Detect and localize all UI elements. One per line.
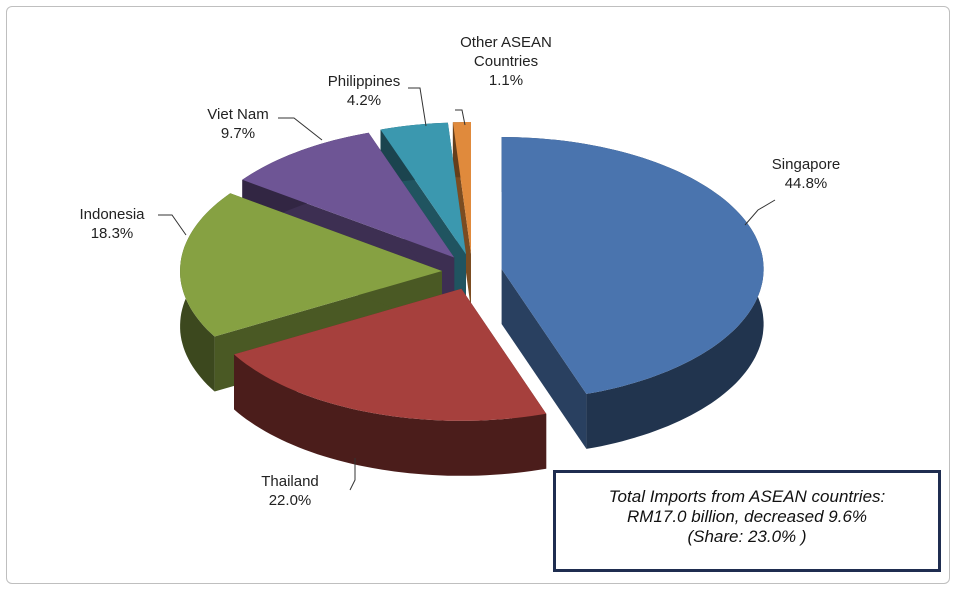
- leader-line: [158, 214, 187, 236]
- slice: [242, 132, 455, 258]
- leader-line: [349, 458, 356, 491]
- chart-frame: [6, 6, 950, 584]
- slice-side: [501, 269, 587, 449]
- leader-line: [408, 87, 427, 127]
- category-label: Thailand: [261, 473, 319, 490]
- data-label: Other ASEAN Countries 1.1%: [446, 33, 566, 90]
- leader-line: [744, 199, 776, 226]
- value-label: 44.8%: [784, 175, 828, 192]
- leader-line: [278, 117, 323, 141]
- annotation-box: Total Imports from ASEAN countries: RM17.…: [553, 470, 941, 572]
- slice-side: [234, 354, 547, 476]
- category-label: Other ASEAN Countries: [460, 34, 552, 70]
- annotation-line: Total Imports from ASEAN countries:: [608, 487, 886, 506]
- data-label: Philippines 4.2%: [304, 72, 424, 110]
- data-label: Viet Nam 9.7%: [178, 105, 298, 143]
- category-label: Viet Nam: [207, 106, 269, 123]
- value-label: 9.7%: [220, 125, 256, 142]
- slice: [452, 122, 471, 254]
- value-label: 1.1%: [488, 72, 524, 89]
- slice: [180, 193, 442, 337]
- category-label: Singapore: [771, 156, 841, 173]
- data-label: Thailand 22.0%: [230, 472, 350, 510]
- value-label: 4.2%: [346, 92, 382, 109]
- category-label: Philippines: [327, 73, 401, 90]
- leader-line: [455, 109, 466, 126]
- data-label: Singapore 44.8%: [746, 155, 866, 193]
- data-label: Indonesia 18.3%: [52, 205, 172, 243]
- slice: [380, 122, 466, 255]
- value-label: 22.0%: [268, 492, 312, 509]
- annotation-line: RM17.0 billion, decreased 9.6%: [626, 507, 868, 526]
- value-label: 18.3%: [90, 225, 134, 242]
- category-label: Indonesia: [79, 206, 145, 223]
- annotation-line: (Share: 23.0% ): [687, 527, 807, 546]
- slice: [501, 137, 764, 394]
- slice: [234, 288, 547, 421]
